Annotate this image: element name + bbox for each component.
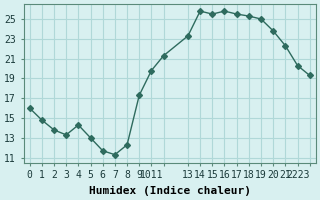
X-axis label: Humidex (Indice chaleur): Humidex (Indice chaleur) (89, 186, 251, 196)
